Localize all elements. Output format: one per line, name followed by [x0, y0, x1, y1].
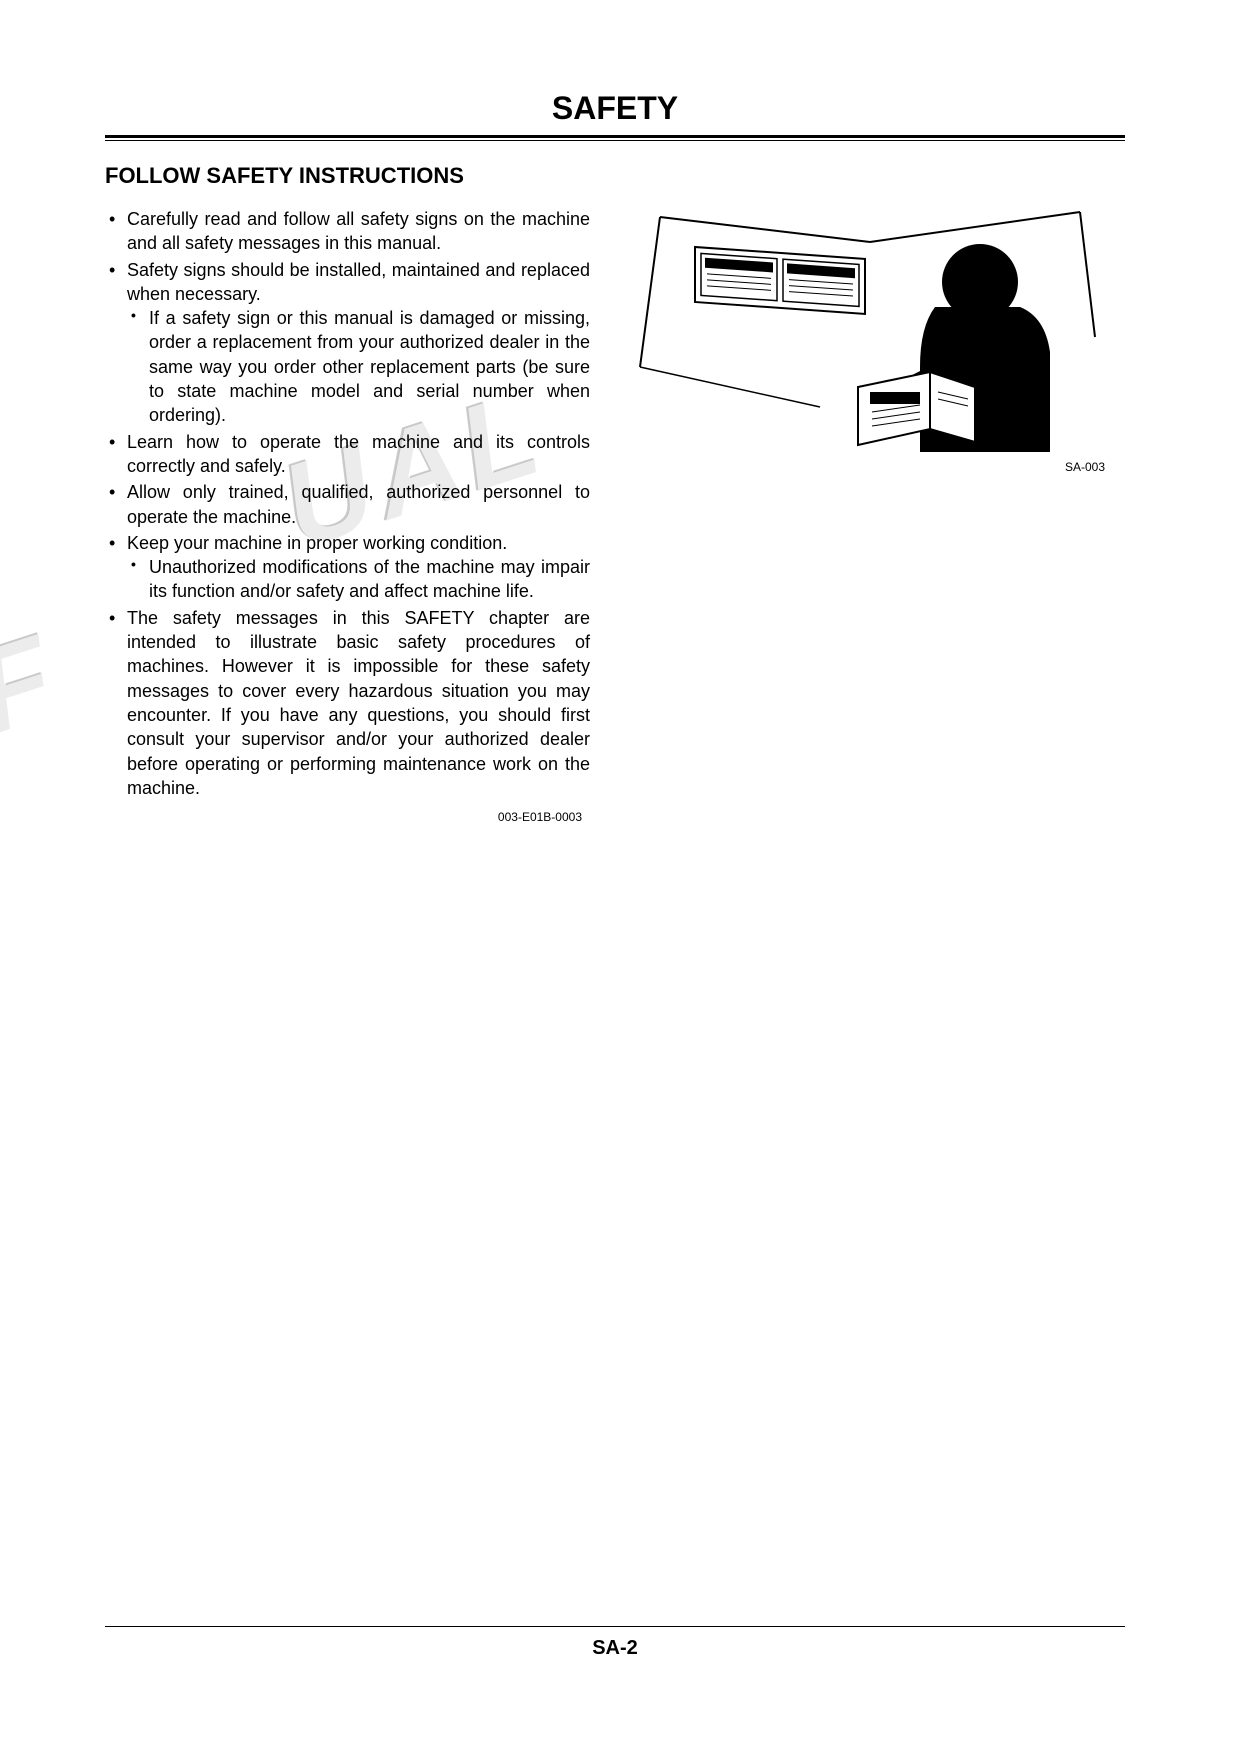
- bullet-list: Carefully read and follow all safety sig…: [105, 207, 590, 800]
- figure-caption: SA-003: [620, 460, 1105, 474]
- sub-bullet-item: If a safety sign or this manual is damag…: [131, 306, 590, 427]
- figure-svg: [620, 207, 1105, 452]
- page-footer: SA-2: [105, 1626, 1125, 1660]
- bullet-item: Safety signs should be installed, mainta…: [105, 258, 590, 428]
- bullet-item: The safety messages in this SAFETY chapt…: [105, 606, 590, 800]
- figure-column: SA-003: [620, 207, 1105, 474]
- safety-figure: [620, 207, 1105, 452]
- bullet-item: Learn how to operate the machine and its…: [105, 430, 590, 479]
- bullet-item: Carefully read and follow all safety sig…: [105, 207, 590, 256]
- page-number: SA-2: [105, 1637, 1125, 1660]
- title-divider-thick: [105, 135, 1125, 138]
- content-row: Carefully read and follow all safety sig…: [105, 207, 1125, 824]
- bullet-item: Allow only trained, qualified, authorize…: [105, 480, 590, 529]
- page-container: SAFETY FOLLOW SAFETY INSTRUCTIONS Carefu…: [105, 90, 1125, 1660]
- text-column: Carefully read and follow all safety sig…: [105, 207, 590, 824]
- bullet-item: Keep your machine in proper working cond…: [105, 531, 590, 604]
- document-code: 003-E01B-0003: [105, 810, 590, 824]
- sub-bullet-list: Unauthorized modifications of the machin…: [127, 555, 590, 604]
- watermark-text-1: OF: [0, 606, 76, 792]
- footer-divider: [105, 1626, 1125, 1627]
- page-title: SAFETY: [105, 90, 1125, 135]
- sub-bullet-list: If a safety sign or this manual is damag…: [127, 306, 590, 427]
- title-divider-thin: [105, 140, 1125, 141]
- sub-bullet-item: Unauthorized modifications of the machin…: [131, 555, 590, 604]
- section-heading: FOLLOW SAFETY INSTRUCTIONS: [105, 163, 1125, 189]
